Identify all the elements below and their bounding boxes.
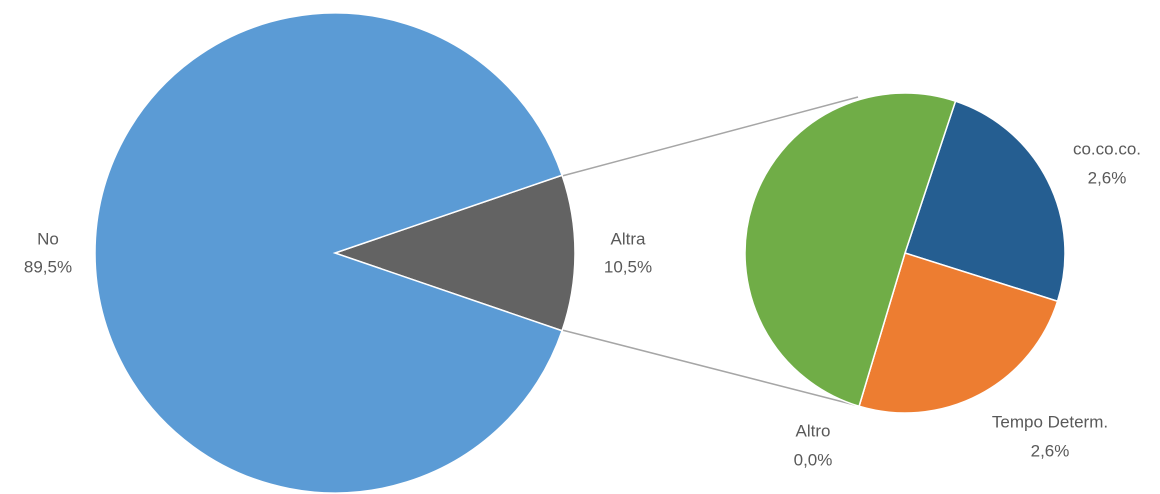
slice-value-label: 0,0% — [794, 450, 833, 469]
pie-slice — [744, 92, 957, 408]
pie-slice — [332, 174, 576, 332]
pie-slice — [858, 252, 1059, 414]
slice-label: co.co.co. — [1073, 139, 1141, 158]
slice-value-label: 89,5% — [24, 257, 72, 276]
connector-line — [561, 96, 859, 177]
connector-line — [561, 329, 856, 406]
slice-value-label: 10,5% — [604, 257, 652, 276]
slice-value-label: 2,6% — [1031, 441, 1070, 460]
slice-label: Altra — [611, 229, 647, 248]
slice-value-label: 2,6% — [1088, 168, 1127, 187]
pie-slice — [904, 100, 1066, 303]
pie-slice — [94, 12, 564, 494]
slice-label: No — [37, 229, 59, 248]
slice-label: Altro — [796, 421, 831, 440]
slice-label: Tempo Determ. — [992, 412, 1108, 431]
